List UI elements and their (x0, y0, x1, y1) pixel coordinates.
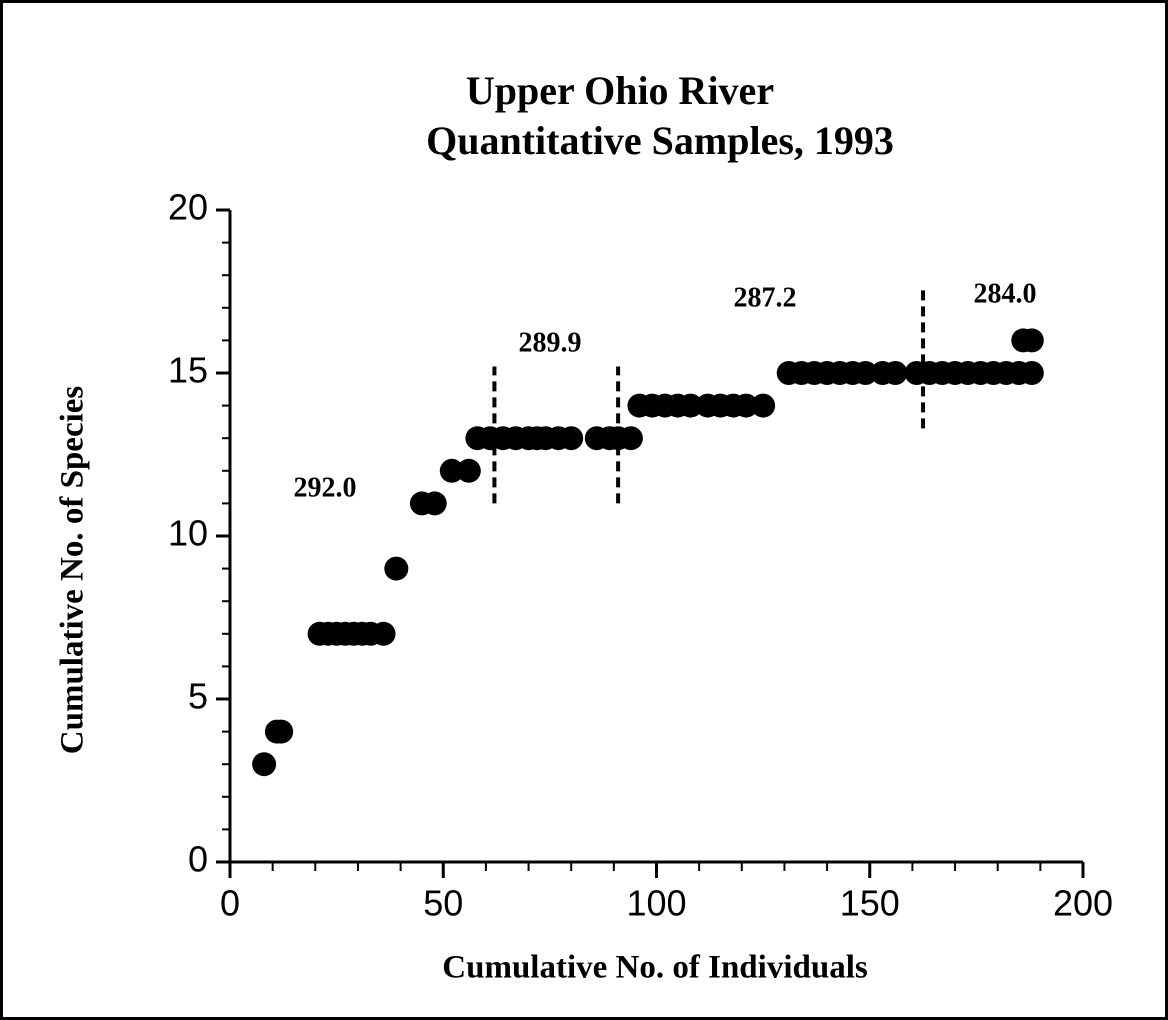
point (559, 426, 584, 451)
x-tick-label: 50 (423, 883, 463, 924)
annotation: 292.0 (294, 472, 357, 503)
x-tick-label: 0 (220, 883, 240, 924)
point (252, 752, 277, 777)
y-tick-label: 0 (188, 839, 208, 880)
point (422, 491, 447, 516)
chart-subtitle: Quantitative Samples, 1993 (426, 118, 894, 163)
point (384, 556, 409, 581)
annotation: 287.2 (734, 282, 797, 313)
point (751, 393, 776, 418)
y-tick-label: 10 (168, 513, 208, 554)
point (883, 361, 908, 385)
x-tick-label: 100 (626, 883, 686, 924)
y-tick-label: 15 (168, 350, 208, 391)
x-tick-label: 150 (840, 883, 900, 924)
y-tick-label: 5 (188, 676, 208, 717)
x-tick-label: 200 (1053, 883, 1113, 924)
point (456, 458, 481, 483)
x-axis-label: Cumulative No. of Individuals (442, 950, 868, 986)
point (439, 458, 464, 483)
y-tick-label: 20 (168, 187, 208, 228)
point (853, 361, 878, 385)
point (678, 393, 703, 418)
point (371, 621, 396, 646)
annotation: 284.0 (974, 278, 1037, 309)
point (618, 426, 643, 451)
point (1019, 361, 1044, 385)
point (1019, 328, 1044, 353)
point (734, 393, 759, 418)
y-axis-label: Cumulative No. of Species (55, 386, 91, 755)
chart-title: Upper Ohio River (466, 68, 774, 113)
annotation: 289.9 (519, 327, 582, 358)
point (269, 719, 294, 744)
